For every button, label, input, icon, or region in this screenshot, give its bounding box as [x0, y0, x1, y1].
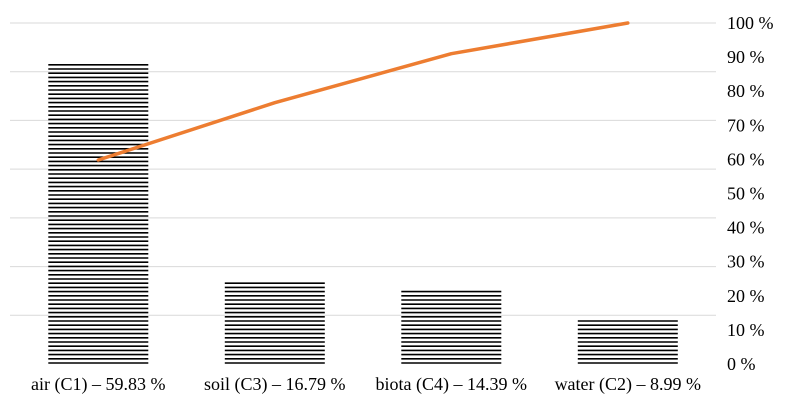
y-tick-label: 0 %	[727, 354, 756, 374]
x-axis: air (C1) – 59.83 % soil (C3) – 16.79 % bio…	[31, 374, 701, 395]
bar	[48, 64, 149, 364]
y-tick-label: 50 %	[727, 184, 765, 204]
x-tick-label: air (C1) – 59.83 %	[31, 374, 165, 394]
bar	[577, 320, 678, 364]
y-tick-label: 60 %	[727, 149, 765, 169]
y-tick-label: 30 %	[727, 252, 765, 272]
cumulative-line-layer	[96, 21, 630, 162]
y-tick-label: 10 %	[727, 320, 765, 340]
x-tick-label: water (C2) – 8.99 %	[555, 374, 701, 394]
y-axis-right: 0 % 10 % 20 % 30 % 40 % 50 % 60 % 70 % 80 % 90 % 1…	[727, 13, 774, 374]
y-tick-label: 40 %	[727, 218, 765, 238]
bars	[48, 64, 678, 364]
x-tick-label: biota (C4) – 14.39 %	[376, 374, 527, 394]
y-tick-label: 90 %	[727, 47, 765, 67]
x-tick-label: soil (C3) – 16.79 %	[204, 374, 346, 394]
cumulative-line	[96, 21, 630, 162]
y-tick-label: 100 %	[727, 13, 774, 33]
y-tick-label: 20 %	[727, 286, 765, 306]
y-tick-label: 80 %	[727, 81, 765, 101]
bar	[224, 282, 325, 364]
y-tick-label: 70 %	[727, 115, 765, 135]
bar	[401, 290, 502, 364]
